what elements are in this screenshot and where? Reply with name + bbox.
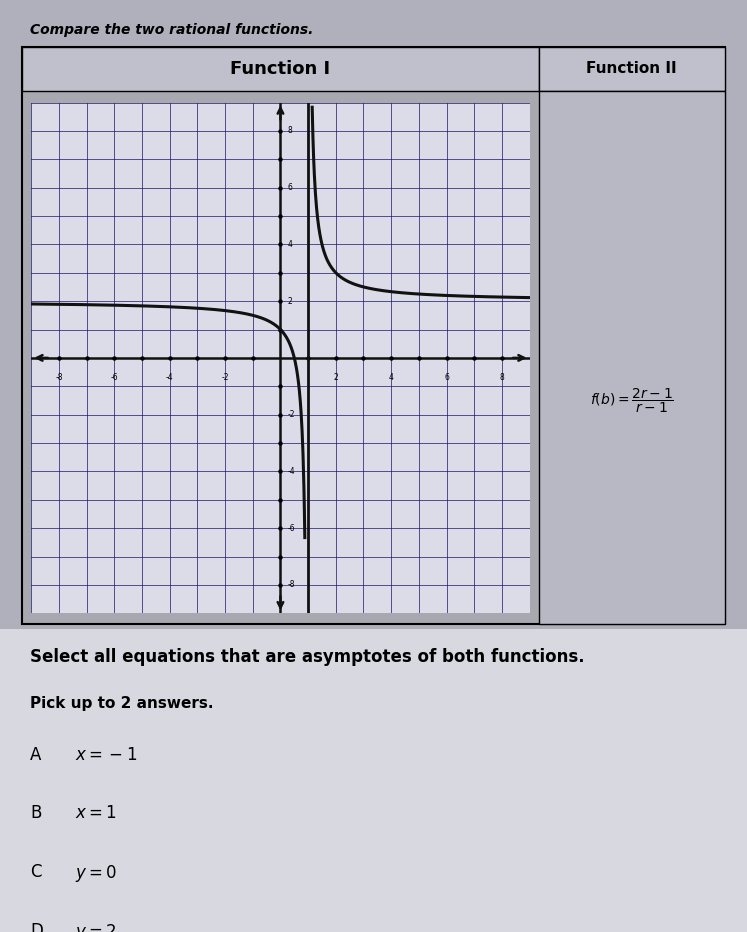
Text: -6: -6 (288, 524, 295, 532)
Text: A: A (30, 746, 41, 763)
Text: -4: -4 (288, 467, 295, 476)
Text: 2: 2 (333, 374, 338, 382)
Text: -2: -2 (288, 410, 295, 419)
Text: 6: 6 (288, 184, 292, 192)
Text: D: D (30, 922, 43, 932)
Text: B: B (30, 804, 41, 822)
Text: 6: 6 (444, 374, 449, 382)
Text: Select all equations that are asymptotes of both functions.: Select all equations that are asymptotes… (30, 648, 584, 665)
Text: $x=1$: $x=1$ (75, 804, 117, 822)
Text: Compare the two rational functions.: Compare the two rational functions. (30, 23, 313, 37)
Text: Function I: Function I (230, 60, 330, 78)
Text: $y=0$: $y=0$ (75, 863, 117, 884)
Text: 8: 8 (500, 374, 504, 382)
Text: -4: -4 (166, 374, 173, 382)
Text: -6: -6 (111, 374, 118, 382)
Text: C: C (30, 863, 41, 881)
Text: 2: 2 (288, 296, 292, 306)
Text: -8: -8 (288, 581, 295, 589)
Text: Function II: Function II (586, 62, 677, 76)
Text: 4: 4 (388, 374, 394, 382)
Text: -2: -2 (221, 374, 229, 382)
Text: 8: 8 (288, 127, 292, 135)
Text: $y=2$: $y=2$ (75, 922, 117, 932)
Text: $f(b) = \dfrac{2r-1}{r-1}$: $f(b) = \dfrac{2r-1}{r-1}$ (589, 387, 674, 415)
Text: -8: -8 (55, 374, 63, 382)
Text: $x=-1$: $x=-1$ (75, 746, 137, 763)
Text: 4: 4 (288, 240, 292, 249)
Text: Pick up to 2 answers.: Pick up to 2 answers. (30, 696, 214, 711)
